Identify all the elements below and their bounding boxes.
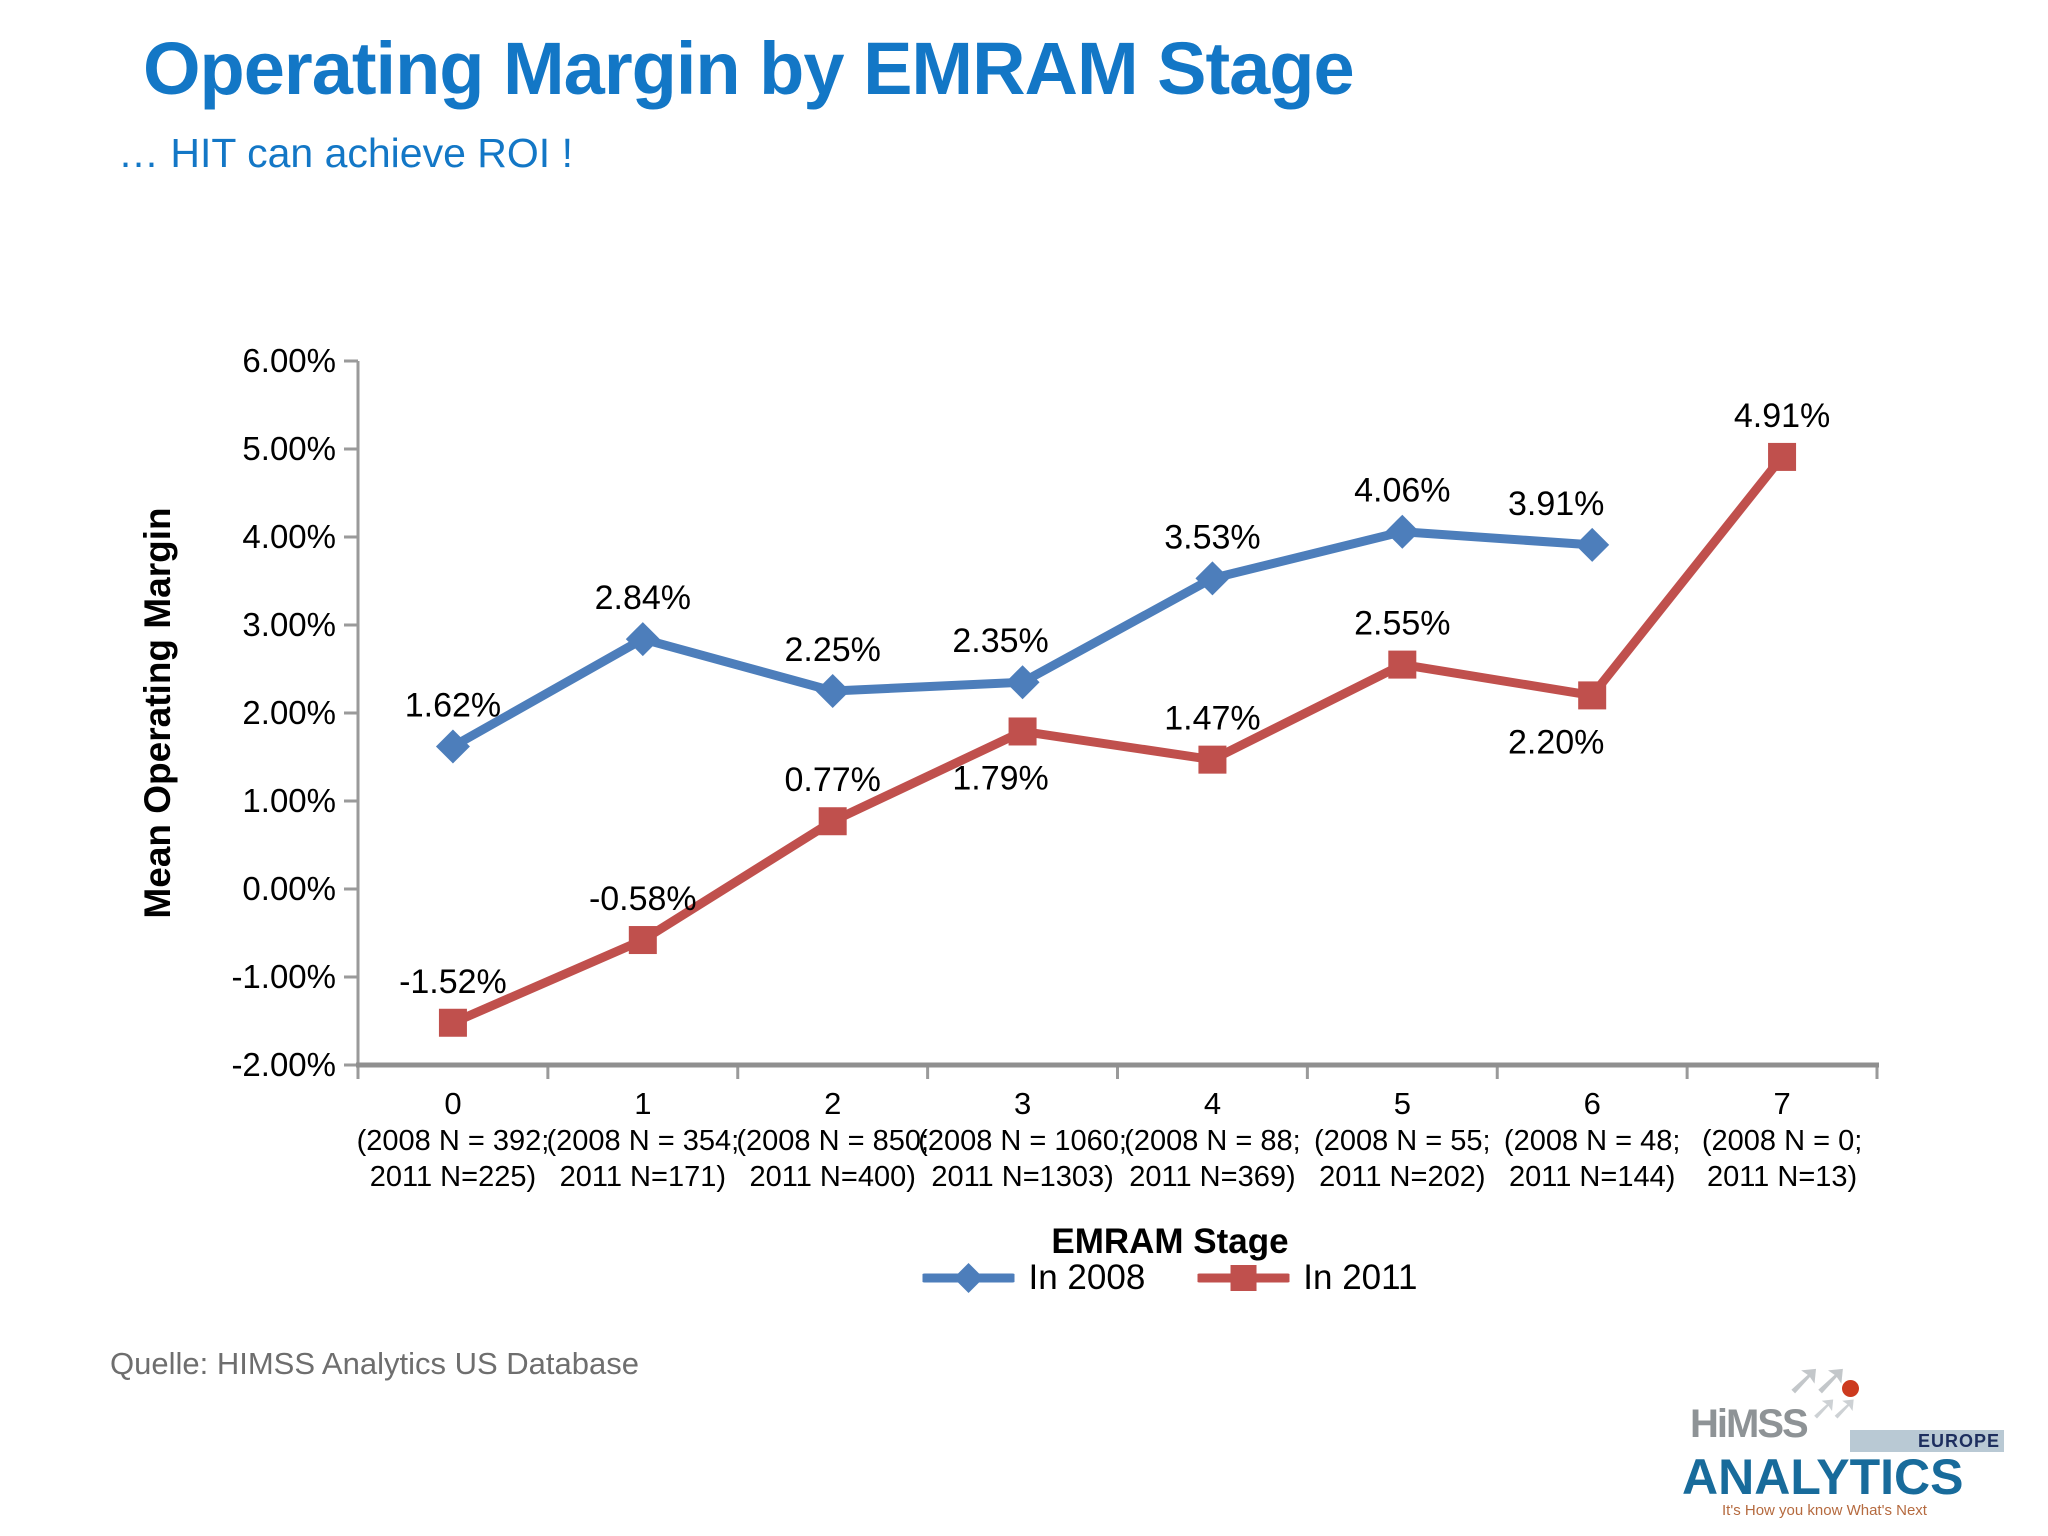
data-point-diamond [1195, 561, 1230, 596]
x-tick-sublabel: (2008 N = 1060; [918, 1125, 1127, 1157]
legend-item-in-2011: In 2011 [1197, 1258, 1417, 1298]
data-label: -1.52% [399, 963, 507, 1001]
data-label: 2.84% [595, 579, 691, 617]
chart-legend: In 2008 In 2011 [922, 1258, 1417, 1298]
x-axis-title: EMRAM Stage [1051, 1222, 1289, 1261]
x-tick-sublabel: (2008 N = 48; [1504, 1125, 1681, 1157]
page-subtitle: … HIT can achieve ROI ! [118, 130, 573, 176]
x-tick-label: 6 [1584, 1086, 1601, 1121]
x-tick-sublabel: 2011 N=13) [1707, 1161, 1857, 1193]
logo-europe-band: EUROPE [1850, 1430, 2004, 1452]
legend-item-in-2008: In 2008 [922, 1258, 1146, 1298]
data-point-square [1768, 442, 1797, 471]
x-tick-label: 0 [444, 1086, 461, 1121]
source-note: Quelle: HIMSS Analytics US Database [110, 1346, 639, 1381]
data-point-square [1198, 745, 1227, 774]
logo-analytics-text: ANALYTICS [1682, 1449, 1964, 1505]
y-axis-title: Mean Operating Margin [137, 507, 178, 919]
y-tick-label: 2.00% [242, 694, 336, 731]
legend-label-in-2008: In 2008 [1028, 1258, 1146, 1297]
x-tick-sublabel: (2008 N = 850; [736, 1125, 929, 1157]
logo-himss-text: HiMSS [1690, 1402, 1809, 1446]
x-tick-label: 2 [824, 1086, 841, 1121]
data-point-diamond [1385, 514, 1420, 549]
x-tick-label: 4 [1204, 1086, 1221, 1121]
y-tick-label: 4.00% [242, 518, 336, 555]
data-label: 2.25% [784, 631, 880, 669]
x-tick-label: 5 [1394, 1086, 1411, 1121]
data-label: 2.20% [1508, 723, 1604, 761]
line-diamond-marker-icon [922, 1263, 1015, 1293]
logo-tagline: It's How you know What's Next [1722, 1502, 1927, 1519]
data-point-square [818, 807, 847, 836]
x-tick-sublabel: 2011 N=171) [560, 1161, 726, 1193]
data-label: 2.55% [1354, 605, 1450, 643]
legend-label-in-2011: In 2011 [1303, 1258, 1418, 1297]
data-point-diamond [435, 729, 470, 764]
x-tick-sublabel: 2011 N=225) [370, 1161, 536, 1193]
data-label: 2.35% [952, 622, 1048, 660]
y-tick-label: 6.00% [242, 342, 336, 379]
page-title: Operating Margin by EMRAM Stage [143, 27, 1355, 110]
data-label: 1.47% [1164, 700, 1260, 738]
data-point-diamond [1575, 527, 1610, 562]
y-tick-label: 3.00% [242, 606, 336, 643]
data-point-square [1008, 717, 1037, 746]
y-tick-label: 5.00% [242, 430, 336, 467]
x-tick-sublabel: (2008 N = 88; [1124, 1125, 1301, 1157]
logo-europe-text: EUROPE [1917, 1430, 2000, 1451]
data-label: 0.77% [784, 761, 880, 799]
series-line-in-2011 [448, 452, 1787, 1028]
x-tick-label: 3 [1014, 1086, 1031, 1121]
x-tick-sublabel: 2011 N=400) [750, 1161, 916, 1193]
x-tick-label: 1 [634, 1086, 651, 1121]
data-label: 3.91% [1508, 485, 1604, 523]
data-label: 1.79% [952, 759, 1048, 797]
data-point-square [1388, 650, 1417, 679]
data-point-square [438, 1008, 467, 1037]
y-tick-label: -2.00% [231, 1046, 336, 1083]
line-chart: 6.00% 5.00% 4.00% 3.00% 2.00% 1.00% 0.00% -1.00… [231, 342, 1879, 1193]
red-dot-icon [1842, 1380, 1859, 1397]
x-tick-sublabel: 2011 N=369) [1129, 1161, 1295, 1193]
himss-analytics-logo: HiMSS ➚➚ ➚➚ EUROPE ANALYTICS It's How yo… [1678, 1355, 2040, 1530]
data-point-diamond [815, 674, 850, 708]
arrow-swoosh-icon: ➚➚ [1786, 1355, 1850, 1404]
data-point-square [1578, 681, 1607, 710]
x-tick-label: 7 [1773, 1086, 1790, 1121]
x-tick-sublabel: 2011 N=202) [1319, 1161, 1485, 1193]
data-label: 3.53% [1164, 518, 1260, 556]
y-tick-label: 1.00% [242, 782, 336, 819]
x-tick-sublabel: 2011 N=1303) [931, 1161, 1113, 1193]
data-label: -0.58% [589, 880, 697, 918]
x-tick-sublabel: (2008 N = 0; [1702, 1125, 1862, 1157]
line-square-marker-icon [1197, 1265, 1290, 1291]
data-label: 1.62% [405, 686, 501, 724]
y-tick-label: 0.00% [242, 870, 336, 907]
x-tick-sublabel: (2008 N = 392; [357, 1125, 550, 1157]
data-point-diamond [1005, 665, 1040, 700]
data-point-diamond [625, 622, 660, 657]
data-point-square [628, 926, 657, 955]
x-tick-sublabel: (2008 N = 354; [546, 1125, 739, 1157]
x-tick-sublabel: 2011 N=144) [1509, 1161, 1675, 1193]
data-label: 4.91% [1734, 397, 1830, 435]
x-tick-sublabel: (2008 N = 55; [1314, 1125, 1491, 1157]
y-tick-label: -1.00% [231, 958, 336, 995]
data-label: 4.06% [1354, 472, 1450, 510]
